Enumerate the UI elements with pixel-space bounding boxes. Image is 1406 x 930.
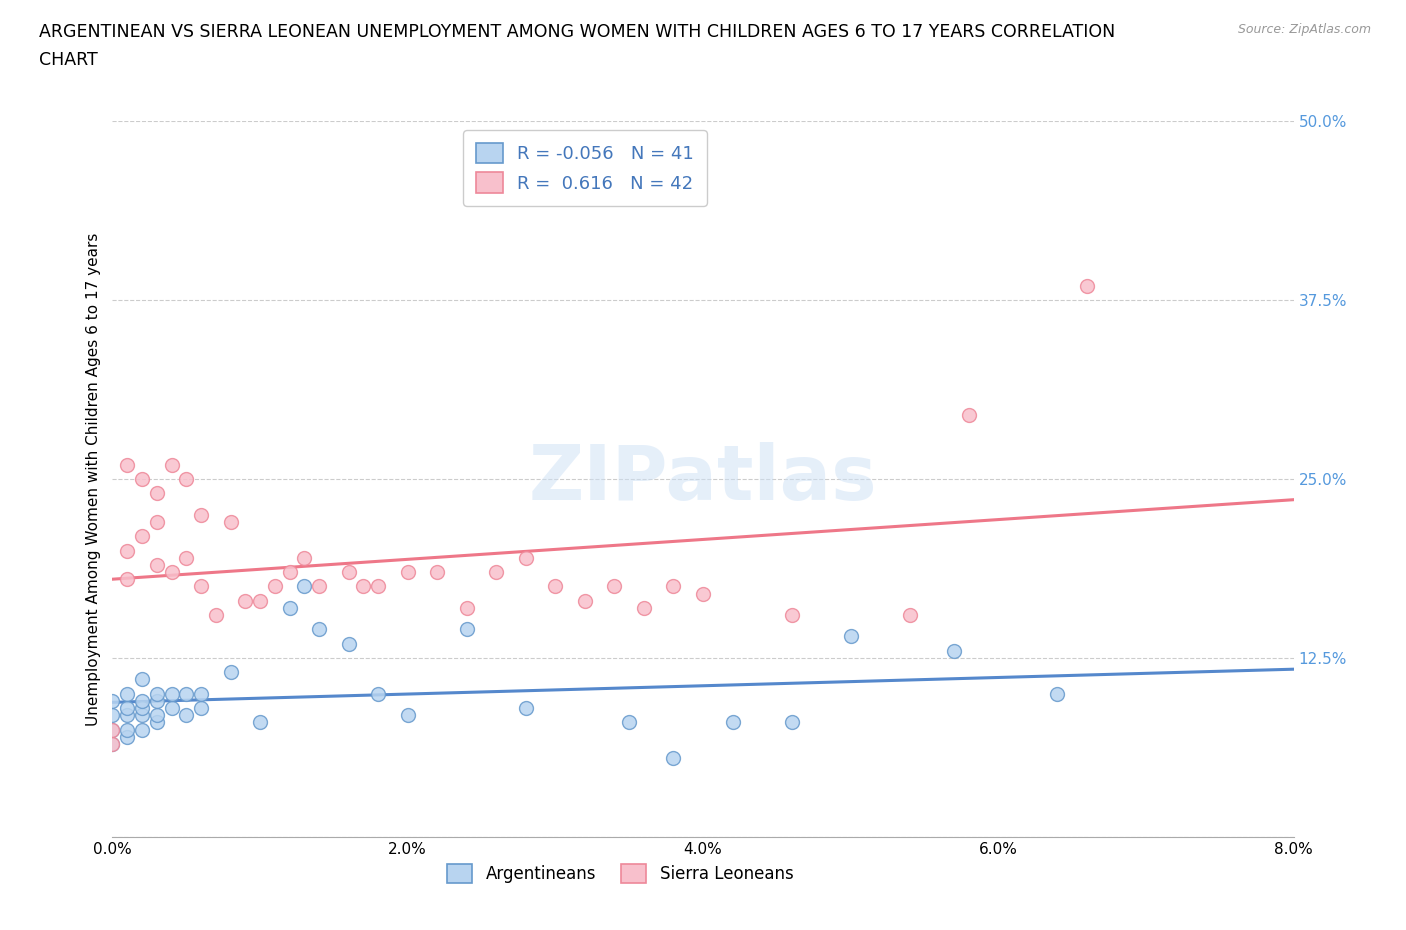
Point (131, 694, 153, 709)
Point (117, 572, 138, 587)
Point (160, 565, 183, 579)
Point (367, 686, 389, 701)
Point (219, 665, 242, 680)
Point (352, 578, 374, 594)
Point (603, 578, 626, 594)
Point (101, 722, 124, 737)
Point (131, 672, 153, 687)
Point (780, 607, 803, 622)
Text: CHART: CHART (39, 51, 98, 69)
Point (515, 551, 537, 565)
Point (101, 708, 124, 723)
Point (117, 543, 138, 558)
Point (485, 565, 508, 579)
Point (515, 700, 537, 715)
Point (396, 708, 419, 723)
Point (146, 686, 169, 701)
Point (1076, 278, 1098, 293)
Point (426, 565, 449, 579)
Point (174, 551, 197, 565)
Point (721, 715, 744, 730)
Point (131, 700, 153, 715)
Point (942, 644, 965, 658)
Point (131, 722, 153, 737)
Point (131, 708, 153, 723)
Point (233, 593, 256, 608)
Point (146, 715, 169, 730)
Y-axis label: Unemployment Among Women with Children Ages 6 to 17 years: Unemployment Among Women with Children A… (86, 232, 101, 725)
Point (264, 578, 287, 594)
Point (544, 578, 567, 594)
Point (337, 565, 360, 579)
Point (101, 737, 124, 751)
Point (308, 622, 330, 637)
Point (160, 700, 183, 715)
Point (205, 607, 228, 622)
Point (160, 686, 183, 701)
Point (174, 472, 197, 486)
Point (117, 458, 138, 472)
Point (131, 472, 153, 486)
Point (131, 529, 153, 544)
Point (101, 722, 124, 737)
Point (367, 578, 389, 594)
Point (396, 565, 419, 579)
Point (101, 737, 124, 751)
Point (278, 565, 301, 579)
Point (219, 514, 242, 529)
Text: ARGENTINEAN VS SIERRA LEONEAN UNEMPLOYMENT AMONG WOMEN WITH CHILDREN AGES 6 TO 1: ARGENTINEAN VS SIERRA LEONEAN UNEMPLOYME… (39, 23, 1115, 41)
Point (117, 700, 138, 715)
Point (117, 729, 138, 744)
Point (1046, 686, 1069, 701)
Point (957, 407, 980, 422)
Point (898, 607, 921, 622)
Point (174, 708, 197, 723)
Point (249, 715, 271, 730)
Point (456, 622, 478, 637)
Point (839, 629, 862, 644)
Point (249, 593, 271, 608)
Point (662, 751, 685, 765)
Point (308, 578, 330, 594)
Point (190, 508, 212, 523)
Point (146, 485, 169, 500)
Legend: Argentineans, Sierra Leoneans: Argentineans, Sierra Leoneans (437, 854, 803, 893)
Text: ZIPatlas: ZIPatlas (529, 442, 877, 516)
Text: Source: ZipAtlas.com: Source: ZipAtlas.com (1237, 23, 1371, 36)
Point (662, 578, 685, 594)
Point (190, 578, 212, 594)
Point (146, 514, 169, 529)
Point (692, 586, 714, 601)
Point (146, 694, 169, 709)
Point (190, 686, 212, 701)
Point (337, 636, 360, 651)
Point (117, 722, 138, 737)
Point (278, 601, 301, 616)
Point (190, 700, 212, 715)
Point (456, 601, 478, 616)
Point (117, 686, 138, 701)
Point (574, 593, 596, 608)
Point (146, 708, 169, 723)
Point (160, 458, 183, 472)
Point (633, 601, 655, 616)
Point (101, 694, 124, 709)
Point (174, 686, 197, 701)
Point (146, 557, 169, 572)
Point (292, 578, 315, 594)
Point (292, 551, 315, 565)
Point (780, 715, 803, 730)
Point (117, 708, 138, 723)
Point (619, 715, 641, 730)
